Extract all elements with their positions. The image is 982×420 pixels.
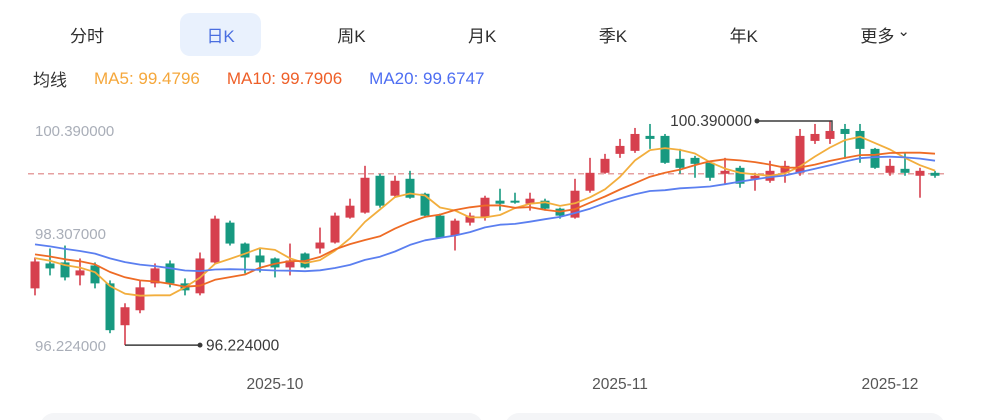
candle-body [885,165,895,173]
tab-minute[interactable]: 分时 [44,13,130,56]
bottom-card-right[interactable] [505,413,945,420]
tab-daily-k-label: 日K [206,26,235,46]
candle-body [45,263,55,269]
candle-body [465,215,475,223]
candle-body [915,170,925,176]
tab-more[interactable]: 更多 ⌄ [834,13,936,56]
candle-body [780,165,790,173]
candle-body [495,200,505,204]
candle-body [540,200,550,209]
tab-weekly-k-label: 周K [337,26,366,46]
candle-body [435,215,445,238]
candle-body [450,220,460,236]
tab-weekly-k[interactable]: 周K [311,13,391,56]
candle-body [135,287,145,311]
candle-body [600,158,610,173]
candle-body [120,307,130,326]
tab-daily-k[interactable]: 日K [180,12,261,56]
ma10-value: MA10: 99.7906 [226,68,343,88]
candle-body [345,205,355,218]
candle-body [615,145,625,154]
candle-body [900,168,910,173]
high-annotation-label: 100.390000 [670,113,752,130]
low-annotation-label: 96.224000 [206,338,280,355]
candle-body [195,258,205,294]
x-axis-label: 2025-11 [592,376,648,393]
y-axis-label: 98.307000 [35,226,106,243]
tab-monthly-k[interactable]: 月K [442,13,522,56]
candle-body [585,172,595,191]
candle-body [675,158,685,168]
candle-body [510,200,520,203]
candle-body [360,177,370,213]
candle-body [405,178,415,198]
candle-body [90,265,100,284]
candle-body [705,162,715,178]
x-axis-label: 2025-12 [862,376,919,393]
tab-quarterly-k[interactable]: 季K [573,13,653,56]
candle-body [420,193,430,216]
tab-more-label: 更多 [860,26,895,46]
tab-minute-label: 分时 [70,26,104,46]
candle-body [810,133,820,141]
candle-body [735,167,745,184]
candle-body [855,130,865,149]
candle-body [690,157,700,164]
candle-body [390,180,400,196]
candle-body [315,242,325,249]
candle-body [870,148,880,168]
candle-body [240,243,250,258]
candle-body [285,260,295,268]
bottom-card-left[interactable] [40,413,483,420]
candle-body [255,255,265,263]
tab-yearly-k-label: 年K [729,26,758,46]
candle-body [525,198,535,204]
candle-body [720,170,730,174]
tab-monthly-k-label: 月K [468,26,497,46]
tab-yearly-k[interactable]: 年K [704,13,784,56]
ma20-value: MA20: 99.6747 [369,68,485,88]
ma-legend: 均线 MA5: 99.4796 MA10: 99.7906 MA20: 99.6… [33,66,484,91]
ma5-value: MA5: 99.4796 [94,68,200,88]
candle-body [825,130,835,139]
ma10-line [34,151,936,288]
candle-body [105,283,115,331]
candle-body [750,175,760,179]
candle-body [795,135,805,173]
candle-body [30,261,40,289]
y-axis-label: 100.390000 [35,123,114,140]
ma-legend-title: 均线 [33,71,67,90]
tab-quarterly-k-label: 季K [598,26,628,46]
candle-body [75,270,85,276]
x-axis-label: 2025-10 [247,376,304,393]
candle-body [660,135,670,163]
chevron-down-icon: ⌄ [897,23,910,40]
candle-body [165,263,175,284]
y-axis-label: 96.224000 [35,338,106,355]
low-annotation-dot [197,342,203,348]
candle-body [225,222,235,244]
candle-body [840,128,850,134]
period-tabbar: 分时 日K 周K 月K 季K 年K 更多 ⌄ [0,8,982,60]
candle-body [210,218,220,263]
candle-body [480,197,490,218]
high-annotation-dot [754,118,760,124]
candle-body [645,135,655,139]
high-annotation-line [757,120,833,131]
candle-body [150,268,160,284]
candle-body [630,133,640,151]
ma20-line [34,155,936,273]
candle-body [930,172,940,176]
candle-body [330,215,340,243]
candle-body [60,262,70,278]
candle-body [375,175,385,206]
